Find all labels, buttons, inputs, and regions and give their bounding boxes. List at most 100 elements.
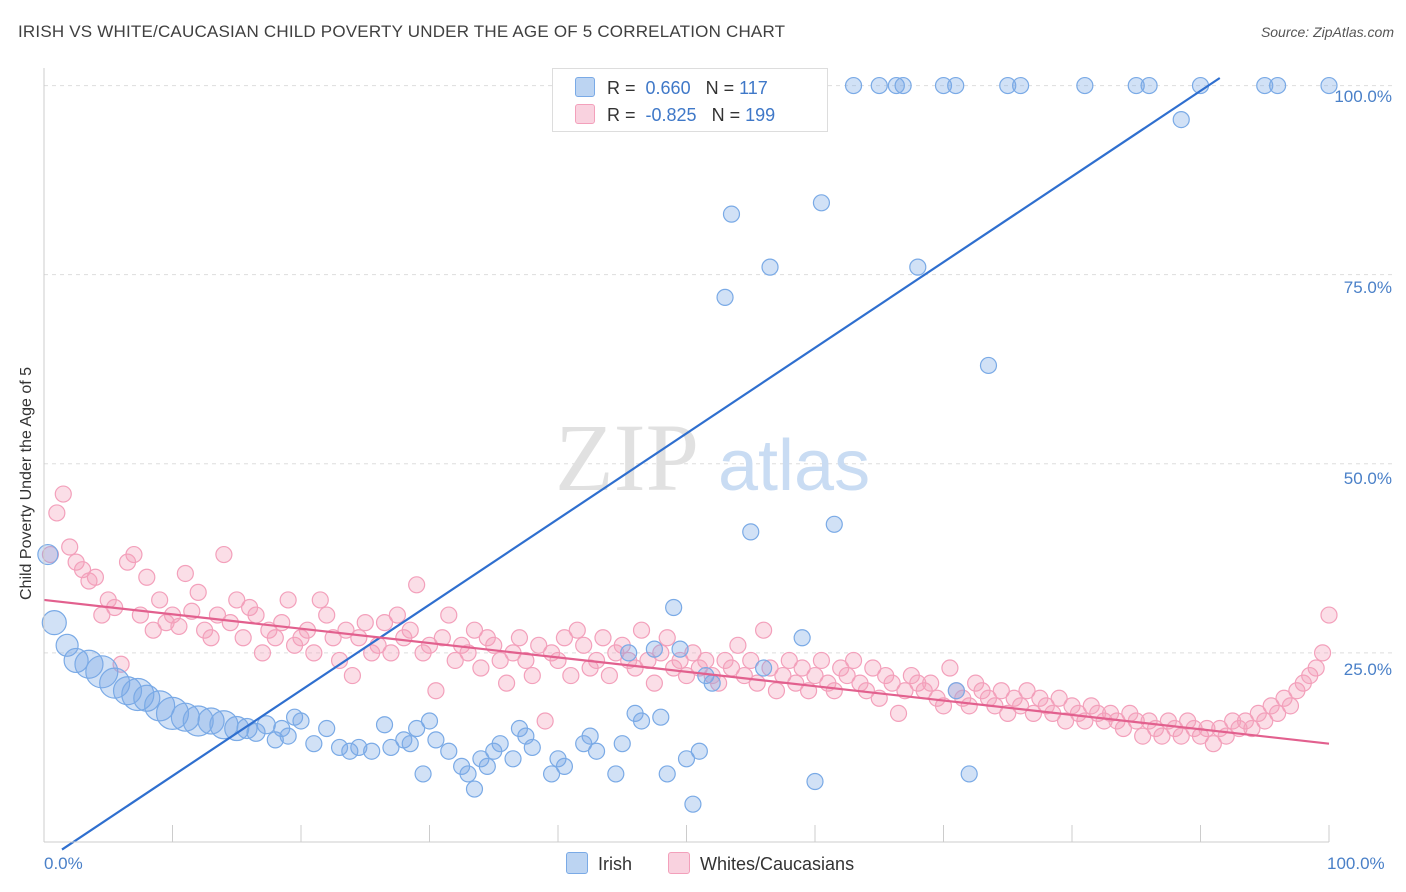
white-point bbox=[1313, 644, 1332, 662]
irish-point bbox=[754, 659, 773, 677]
white-point bbox=[266, 629, 284, 647]
x-tick-label-max: 100.0% bbox=[1327, 854, 1385, 873]
white-point bbox=[472, 659, 490, 677]
irish-point bbox=[979, 356, 998, 375]
irish-point bbox=[722, 205, 741, 223]
white-point bbox=[812, 651, 831, 670]
white-point bbox=[382, 644, 400, 662]
white-point bbox=[151, 591, 169, 609]
white-point bbox=[1204, 735, 1222, 753]
white-point bbox=[215, 545, 233, 564]
white-point bbox=[864, 659, 882, 677]
irish-point bbox=[363, 742, 381, 760]
chart-title: IRISH VS WHITE/CAUCASIAN CHILD POVERTY U… bbox=[18, 22, 786, 41]
white-point bbox=[138, 568, 156, 586]
irish-point bbox=[41, 610, 67, 636]
white-point bbox=[658, 629, 676, 647]
white-point bbox=[941, 659, 959, 677]
white-point bbox=[234, 629, 252, 647]
white-point bbox=[510, 629, 529, 647]
white-trend-line bbox=[43, 598, 1330, 745]
irish-point bbox=[806, 772, 824, 791]
white-point bbox=[838, 666, 856, 685]
irish-point bbox=[716, 288, 734, 306]
irish-point bbox=[652, 708, 670, 726]
white-point bbox=[61, 538, 79, 556]
white-point bbox=[517, 651, 535, 670]
white-legend-swatch bbox=[668, 852, 690, 874]
white-point bbox=[465, 621, 484, 639]
irish-point bbox=[318, 719, 336, 738]
white-point bbox=[1134, 727, 1152, 745]
white-point bbox=[575, 636, 593, 654]
y-tick-label: 75.0% bbox=[1343, 278, 1392, 297]
irish-point bbox=[620, 644, 638, 662]
irish-point bbox=[401, 735, 419, 753]
irish-point bbox=[478, 757, 496, 775]
irish-point bbox=[523, 738, 541, 757]
irish-point bbox=[613, 735, 631, 753]
white-point bbox=[594, 629, 612, 647]
irish-point bbox=[375, 716, 394, 734]
white-point bbox=[420, 636, 439, 654]
white-point bbox=[1268, 704, 1287, 723]
irish-point bbox=[465, 780, 484, 798]
irish-legend-swatch bbox=[566, 852, 588, 874]
white-point bbox=[742, 651, 760, 670]
irish-point bbox=[542, 765, 561, 783]
white-point bbox=[825, 682, 843, 700]
white-point bbox=[343, 666, 361, 685]
white-point bbox=[806, 666, 824, 685]
irish-point bbox=[305, 735, 323, 753]
white-point bbox=[992, 682, 1010, 700]
irish-point bbox=[844, 76, 863, 95]
irish-point bbox=[1127, 76, 1145, 95]
irish-point bbox=[350, 738, 368, 757]
white-point bbox=[697, 651, 715, 670]
irish-point bbox=[1076, 76, 1094, 95]
white-swatch bbox=[575, 104, 595, 124]
white-point bbox=[48, 504, 66, 522]
irish-point bbox=[587, 742, 606, 760]
white-point bbox=[1153, 727, 1171, 745]
white-point bbox=[549, 651, 567, 670]
white-point bbox=[498, 674, 516, 692]
white-point bbox=[530, 636, 548, 654]
white-point bbox=[1050, 689, 1068, 707]
irish-point bbox=[330, 738, 349, 757]
white-point bbox=[228, 591, 246, 609]
irish-point bbox=[491, 735, 509, 753]
watermark-zip: ZIP bbox=[555, 404, 699, 511]
legend: R = 0.660 N = 117 R = -0.825 N = 199 bbox=[552, 68, 828, 132]
irish-point bbox=[408, 719, 426, 738]
bottom-legend-irish: Irish bbox=[566, 852, 632, 875]
irish-point bbox=[1268, 76, 1287, 95]
white-point bbox=[247, 606, 265, 624]
irish-point bbox=[440, 742, 458, 760]
irish-point bbox=[703, 674, 721, 692]
x-tick-label-min: 0.0% bbox=[44, 854, 83, 873]
white-point bbox=[645, 674, 663, 692]
irish-point bbox=[909, 258, 927, 276]
white-point bbox=[491, 651, 509, 670]
irish-point bbox=[665, 598, 683, 617]
white-point bbox=[311, 591, 329, 609]
y-tick-label: 100.0% bbox=[1334, 87, 1392, 106]
irish-point bbox=[1172, 111, 1190, 129]
white-point bbox=[889, 704, 908, 723]
white-point bbox=[1243, 719, 1261, 738]
axes bbox=[43, 68, 1330, 843]
irish-swatch bbox=[575, 77, 595, 97]
white-point bbox=[600, 666, 619, 685]
irish-trend-line bbox=[61, 77, 1221, 851]
white-point bbox=[536, 712, 554, 730]
source-label: Source: ZipAtlas.com bbox=[1260, 24, 1394, 40]
white-point bbox=[375, 614, 394, 632]
white-point bbox=[1056, 712, 1075, 730]
irish-point bbox=[934, 76, 953, 95]
irish-point bbox=[1256, 76, 1274, 95]
gridlines bbox=[44, 85, 1392, 654]
white-point bbox=[1320, 606, 1338, 624]
white-point bbox=[202, 629, 220, 647]
irish-point bbox=[999, 76, 1017, 95]
